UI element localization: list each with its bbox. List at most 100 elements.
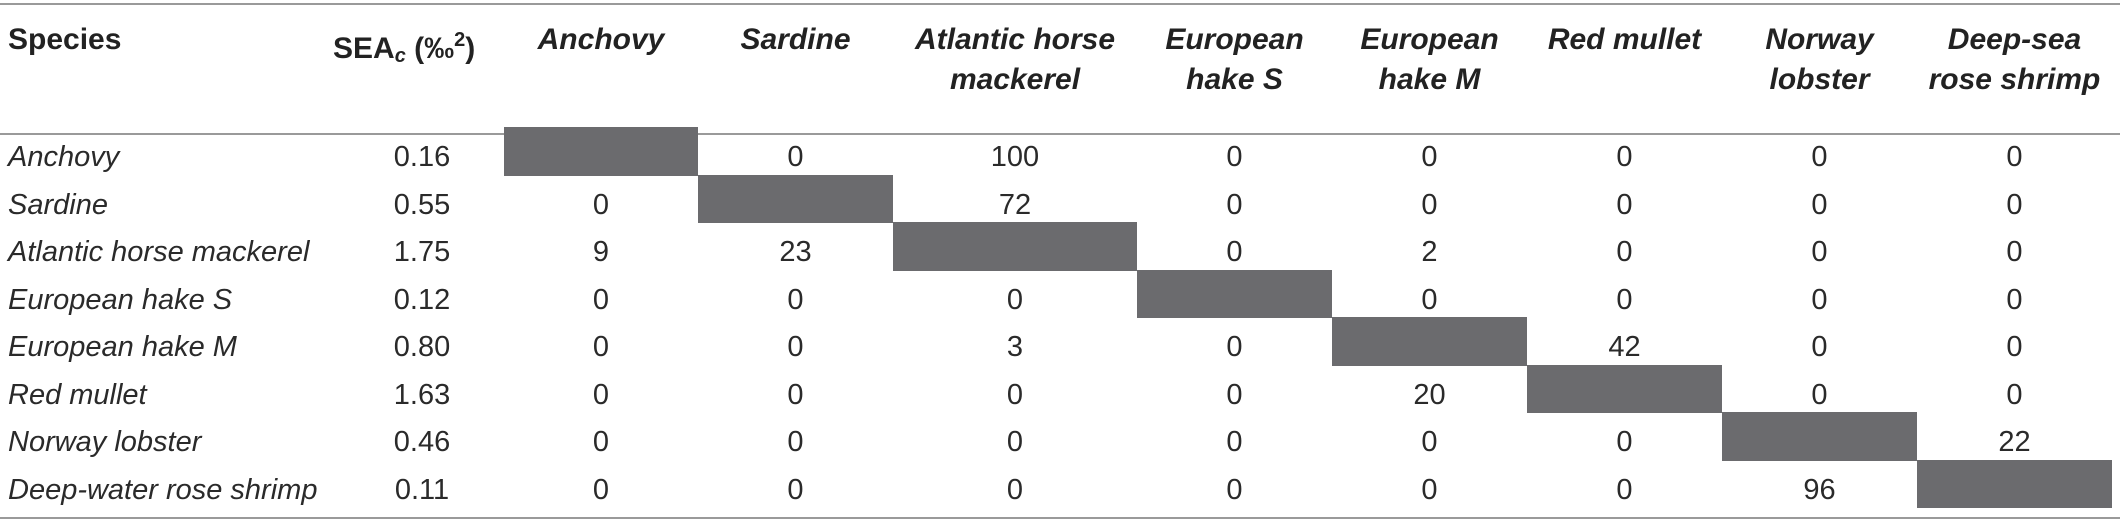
column-header: Norway lobster (1722, 20, 1917, 100)
column-header-line: Red mullet (1547, 23, 1702, 56)
column-header-line: mackerel (949, 63, 1081, 96)
row-species-label: Sardine (8, 188, 108, 221)
table-top-rule (0, 3, 2120, 5)
column-header-line: Anchovy (537, 23, 665, 56)
table-cell: 0 (1811, 236, 1828, 268)
table-cell: 0 (1616, 426, 1633, 458)
column-header: European hake M (1332, 20, 1527, 100)
row-species-label: European hake M (8, 331, 237, 363)
table-cell: 0 (1811, 331, 1828, 363)
column-header-line: rose shrimp (1928, 63, 2101, 96)
table-cell: 0 (1616, 283, 1633, 316)
table-cell: 0 (1226, 426, 1243, 458)
table-cell: 0 (592, 426, 610, 458)
row-sea-value: 0.16 (393, 141, 451, 173)
row-sea-value: 0.55 (393, 188, 451, 221)
row-species-label: Atlantic horse mackerel (8, 236, 310, 268)
table-cell: 0 (1226, 331, 1243, 363)
column-header-line: European (1165, 23, 1304, 56)
row-species-label: Red mullet (8, 378, 147, 411)
column-header-line: hake M (1378, 63, 1481, 96)
diagonal-block (1332, 317, 1527, 366)
table-cell: 0 (1006, 473, 1024, 506)
row-species-label: Deep-water rose shrimp (8, 473, 318, 506)
diagonal-block (1917, 459, 2112, 508)
table-bottom-rule (0, 517, 2120, 519)
table-cell: 96 (1803, 473, 1836, 506)
table-cell: 0 (1811, 188, 1828, 221)
diagonal-block (1137, 269, 1332, 318)
column-header-line: Sardine (740, 23, 851, 56)
table-cell: 0 (592, 188, 610, 221)
row-sea-value: 0.46 (393, 426, 451, 458)
column-header-line: lobster (1769, 63, 1870, 96)
row-species-label: European hake S (8, 283, 233, 316)
diagonal-block (893, 222, 1137, 271)
column-header-line: Deep-sea (1947, 23, 2082, 56)
table-cell: 0 (1421, 188, 1438, 221)
row-species-label: Norway lobster (8, 426, 202, 458)
table-cell: 23 (779, 236, 812, 268)
row-species-label: Anchovy (8, 141, 120, 173)
row-sea-value: 0.80 (393, 331, 451, 363)
table-cell: 0 (787, 378, 804, 411)
header-species: Species (8, 23, 122, 56)
column-header: Red mullet (1527, 20, 1722, 60)
table-cell: 0 (2006, 331, 2023, 363)
column-header-line: Norway (1765, 23, 1874, 56)
table-cell: 0 (1421, 283, 1438, 316)
table-cell: 0 (592, 378, 610, 411)
column-header: Atlantic horse mackerel (893, 20, 1137, 100)
table-header-rule (0, 133, 2120, 135)
column-header-line: Atlantic horse (914, 23, 1116, 56)
table-cell: 0 (592, 283, 610, 316)
table-cell: 0 (2006, 283, 2023, 316)
table-cell: 100 (990, 141, 1040, 173)
table-cell: 0 (1421, 473, 1438, 506)
diagonal-block (1722, 412, 1917, 461)
table-cell: 0 (592, 473, 610, 506)
table-cell: 0 (1226, 473, 1243, 506)
table-cell: 0 (1226, 236, 1243, 268)
table-cell: 0 (787, 473, 804, 506)
column-header: Anchovy (504, 20, 698, 60)
table-cell: 0 (1421, 426, 1438, 458)
table-cell: 0 (787, 331, 804, 363)
table-cell: 72 (998, 188, 1032, 221)
table-cell: 0 (1006, 426, 1024, 458)
table-cell: 22 (1998, 426, 2031, 458)
table-cell: 0 (787, 141, 804, 173)
column-header: Sardine (698, 20, 893, 60)
table-cell: 0 (1421, 141, 1438, 173)
table-cell: 0 (1226, 188, 1243, 221)
table-cell: 0 (1811, 378, 1828, 411)
table-cell: 0 (1811, 283, 1828, 316)
table-cell: 0 (1811, 141, 1828, 173)
table-cell: 0 (1616, 473, 1633, 506)
table-cell: 0 (1616, 188, 1633, 221)
table-cell: 0 (592, 331, 610, 363)
table-cell: 0 (1226, 378, 1243, 411)
table-cell: 9 (592, 236, 610, 268)
table-cell: 0 (1616, 236, 1633, 268)
table-cell: 2 (1421, 236, 1438, 268)
table-cell: 0 (787, 283, 804, 316)
column-header-line: hake S (1186, 63, 1283, 96)
table-cell: 0 (1006, 378, 1024, 411)
column-header: Deep-sea rose shrimp (1917, 20, 2112, 100)
diagonal-block (504, 127, 698, 176)
column-header-line: European (1360, 23, 1499, 56)
table-cell: 0 (2006, 236, 2023, 268)
table-cell: 0 (2006, 188, 2023, 221)
table-cell: 20 (1413, 378, 1446, 411)
table-cell: 0 (787, 426, 804, 458)
diagonal-block (1527, 364, 1722, 413)
diagonal-block (698, 174, 893, 223)
table-cell: 0 (1006, 283, 1024, 316)
table-cell: 0 (2006, 141, 2023, 173)
table-cell: 3 (1006, 331, 1024, 363)
row-sea-value: 1.75 (393, 236, 451, 268)
row-sea-value: 1.63 (393, 378, 451, 411)
table-cell: 0 (1226, 141, 1243, 173)
column-header: European hake S (1137, 20, 1332, 100)
